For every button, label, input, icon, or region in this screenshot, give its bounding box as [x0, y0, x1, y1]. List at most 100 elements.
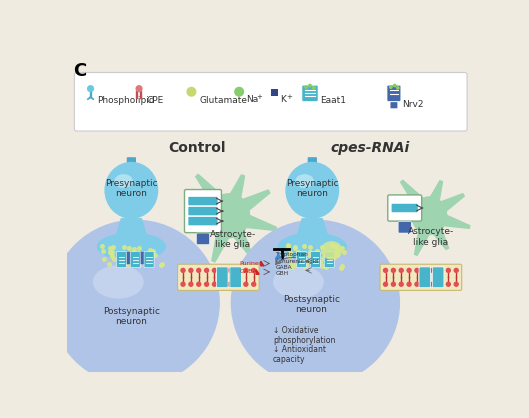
FancyBboxPatch shape	[127, 157, 136, 166]
Point	[107, 250, 115, 256]
Ellipse shape	[389, 85, 393, 89]
Point	[108, 253, 116, 260]
Point	[338, 263, 346, 269]
Ellipse shape	[180, 282, 186, 287]
FancyBboxPatch shape	[185, 189, 222, 233]
Point	[290, 262, 298, 269]
Text: Postsynaptic
neuron: Postsynaptic neuron	[103, 307, 160, 326]
Point	[324, 258, 333, 265]
Point	[337, 265, 345, 272]
Ellipse shape	[188, 268, 194, 273]
Text: C: C	[74, 62, 87, 80]
Text: Astrocyte-
like glia: Astrocyte- like glia	[408, 227, 454, 247]
Polygon shape	[400, 180, 424, 206]
Point	[134, 245, 143, 252]
FancyBboxPatch shape	[196, 233, 209, 245]
Point	[149, 247, 157, 254]
Ellipse shape	[231, 219, 400, 386]
Ellipse shape	[188, 282, 194, 287]
Text: Astrocyte-
like glia: Astrocyte- like glia	[210, 229, 256, 249]
Ellipse shape	[304, 85, 308, 89]
Text: Nrv2: Nrv2	[403, 99, 424, 109]
Point	[300, 242, 308, 249]
Point	[108, 249, 116, 255]
Ellipse shape	[391, 268, 396, 273]
Point	[322, 264, 331, 270]
FancyBboxPatch shape	[380, 264, 462, 291]
Point	[333, 247, 341, 254]
Point	[99, 248, 108, 255]
Polygon shape	[116, 219, 147, 237]
Text: GABA: GABA	[239, 270, 257, 275]
Text: Na: Na	[246, 95, 258, 104]
Ellipse shape	[398, 282, 404, 287]
Ellipse shape	[243, 282, 249, 287]
Polygon shape	[244, 215, 277, 230]
Ellipse shape	[235, 268, 241, 273]
FancyBboxPatch shape	[432, 267, 444, 288]
FancyBboxPatch shape	[130, 252, 140, 268]
Ellipse shape	[196, 268, 202, 273]
Ellipse shape	[243, 268, 249, 273]
FancyBboxPatch shape	[230, 267, 241, 288]
FancyBboxPatch shape	[125, 252, 133, 264]
Point	[313, 247, 321, 254]
Text: Kynurenic acid: Kynurenic acid	[276, 259, 318, 264]
Polygon shape	[415, 230, 430, 255]
FancyBboxPatch shape	[311, 252, 321, 268]
Polygon shape	[241, 190, 270, 211]
Ellipse shape	[251, 282, 257, 287]
FancyBboxPatch shape	[116, 252, 126, 268]
Polygon shape	[433, 228, 449, 250]
Text: Phospholipid: Phospholipid	[97, 97, 155, 105]
Polygon shape	[276, 254, 281, 259]
Ellipse shape	[393, 84, 397, 87]
Text: Control: Control	[168, 141, 225, 155]
Ellipse shape	[227, 268, 233, 273]
Text: ↓ Antioxidant
capacity: ↓ Antioxidant capacity	[273, 345, 326, 364]
Point	[330, 254, 339, 260]
Point	[306, 248, 315, 255]
Point	[115, 258, 123, 265]
Point	[110, 256, 118, 263]
Polygon shape	[297, 219, 327, 237]
Point	[120, 261, 128, 268]
FancyBboxPatch shape	[188, 197, 217, 205]
Point	[327, 242, 336, 248]
Ellipse shape	[251, 268, 257, 273]
FancyBboxPatch shape	[216, 267, 228, 288]
FancyBboxPatch shape	[391, 204, 418, 212]
Point	[135, 259, 143, 266]
Polygon shape	[440, 194, 464, 212]
Ellipse shape	[93, 265, 144, 298]
Ellipse shape	[396, 86, 400, 90]
Ellipse shape	[430, 282, 435, 287]
Ellipse shape	[312, 86, 316, 90]
Text: Eaat1: Eaat1	[320, 97, 346, 105]
Ellipse shape	[391, 282, 396, 287]
Text: +: +	[286, 94, 292, 100]
Ellipse shape	[398, 268, 404, 273]
Point	[120, 244, 129, 250]
Ellipse shape	[87, 85, 94, 92]
Ellipse shape	[453, 268, 459, 273]
Point	[301, 255, 309, 262]
Point	[294, 249, 302, 256]
Ellipse shape	[285, 162, 339, 219]
Ellipse shape	[104, 162, 158, 219]
Ellipse shape	[273, 265, 324, 298]
Point	[151, 251, 159, 258]
Point	[320, 255, 328, 262]
Ellipse shape	[212, 268, 217, 273]
Point	[135, 261, 143, 268]
Point	[106, 248, 115, 255]
Polygon shape	[186, 212, 212, 223]
Ellipse shape	[422, 268, 427, 273]
FancyBboxPatch shape	[188, 207, 217, 215]
Text: CPE: CPE	[147, 97, 164, 105]
Point	[141, 252, 150, 259]
FancyBboxPatch shape	[139, 252, 147, 264]
Text: GBH: GBH	[276, 271, 288, 276]
Point	[285, 253, 293, 260]
Point	[286, 249, 295, 255]
